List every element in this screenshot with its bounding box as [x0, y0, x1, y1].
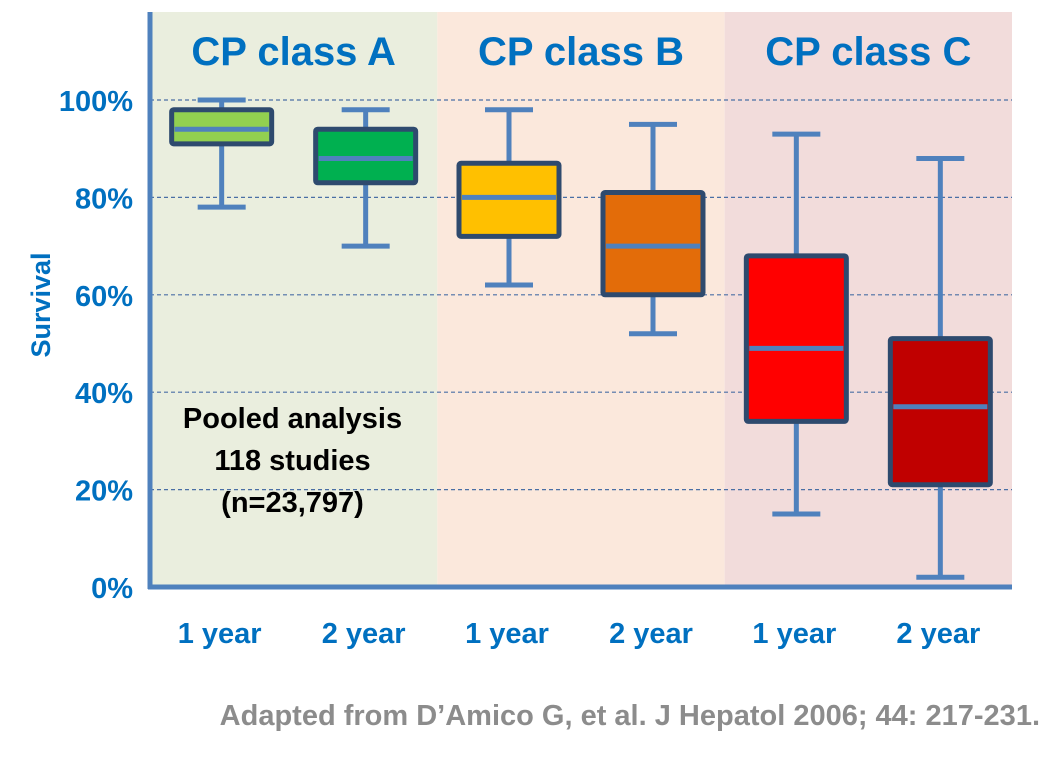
- x-tick-label: 1 year: [752, 618, 836, 650]
- group-title-1: CP class A: [191, 30, 396, 74]
- annotation-line-3: (n=23,797): [221, 487, 364, 519]
- box-2-1: [456, 107, 562, 288]
- box-1-2: [313, 107, 419, 249]
- y-axis-title: Survival: [26, 252, 56, 357]
- x-tick-label: 2 year: [896, 618, 980, 650]
- y-tick-label: 80%: [75, 183, 133, 215]
- x-tick-label: 2 year: [322, 618, 406, 650]
- y-tick-label: 40%: [75, 378, 133, 410]
- group-title-2: CP class B: [478, 30, 684, 74]
- y-tick-label: 100%: [59, 86, 133, 118]
- citation-text: Adapted from D’Amico G, et al. J Hepatol…: [219, 700, 1040, 732]
- x-tick-label: 1 year: [465, 618, 549, 650]
- x-tick-label: 1 year: [178, 618, 262, 650]
- survival-boxplot-chart: Survival CP class A CP class B CP class C 0…: [26, 12, 1012, 650]
- group-background-2: [437, 12, 725, 587]
- annotation-line-1: Pooled analysis: [182, 403, 403, 435]
- y-tick-label: 60%: [75, 281, 133, 313]
- box-3-2: [887, 155, 993, 580]
- x-tick-label: 2 year: [609, 618, 693, 650]
- group-title-3: CP class C: [765, 30, 971, 74]
- box-2-2: [600, 121, 706, 337]
- labels: Survival CP class A CP class B CP class C 0…: [26, 30, 980, 650]
- iqr-box: [887, 336, 993, 488]
- box-1-1: [169, 97, 275, 210]
- y-tick-label: 20%: [75, 476, 133, 508]
- iqr-box: [743, 253, 849, 424]
- axes: [147, 12, 1012, 590]
- gridlines: [150, 99, 1012, 491]
- annotation-line-2: 118 studies: [214, 445, 371, 477]
- boxes: [169, 97, 993, 580]
- pooled-analysis-annotation: Pooled analysis 118 studies (n=23,797): [150, 398, 435, 524]
- box-3-1: [743, 131, 849, 517]
- y-tick-label: 0%: [91, 573, 133, 605]
